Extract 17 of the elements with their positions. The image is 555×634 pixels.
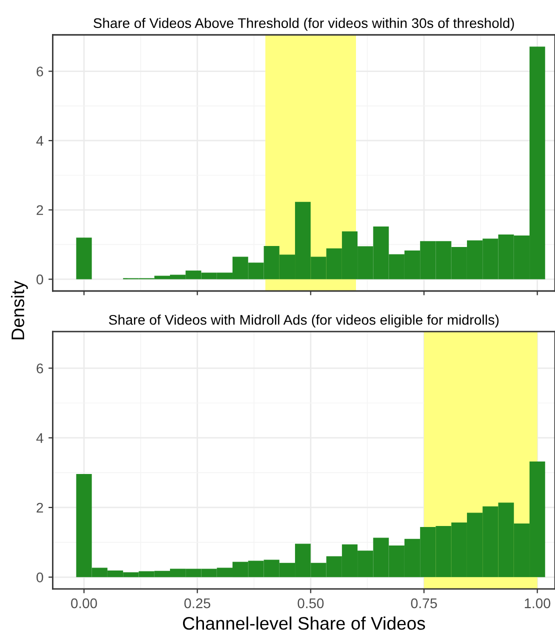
y-axis-title: Density bbox=[11, 280, 28, 340]
y-tick-label: 6 bbox=[36, 66, 44, 76]
y-tick-label: 2 bbox=[36, 502, 43, 513]
x-tick-label: 0.50 bbox=[298, 598, 324, 608]
x-axis-title: Channel-level Share of Videos bbox=[182, 616, 426, 630]
y-tick-label: 4 bbox=[36, 136, 44, 146]
chart-title: Share of Videos Above Threshold (for videos within 30s of threshold) bbox=[94, 18, 514, 31]
x-tick-label: 0.25 bbox=[184, 598, 210, 608]
y-tick-label: 0 bbox=[36, 274, 44, 284]
x-tick-label: 0.75 bbox=[411, 598, 437, 608]
x-tick-label: 1.00 bbox=[524, 598, 550, 608]
y-tick-label: 2 bbox=[36, 205, 43, 215]
y-tick-label: 4 bbox=[36, 433, 44, 443]
chart-title: Share of Videos with Midroll Ads (for videos eligible for midrolls) bbox=[108, 314, 499, 328]
y-tick-label: 6 bbox=[36, 363, 44, 374]
y-tick-label: 0 bbox=[36, 572, 44, 582]
x-tick-label: 0.00 bbox=[71, 598, 97, 608]
